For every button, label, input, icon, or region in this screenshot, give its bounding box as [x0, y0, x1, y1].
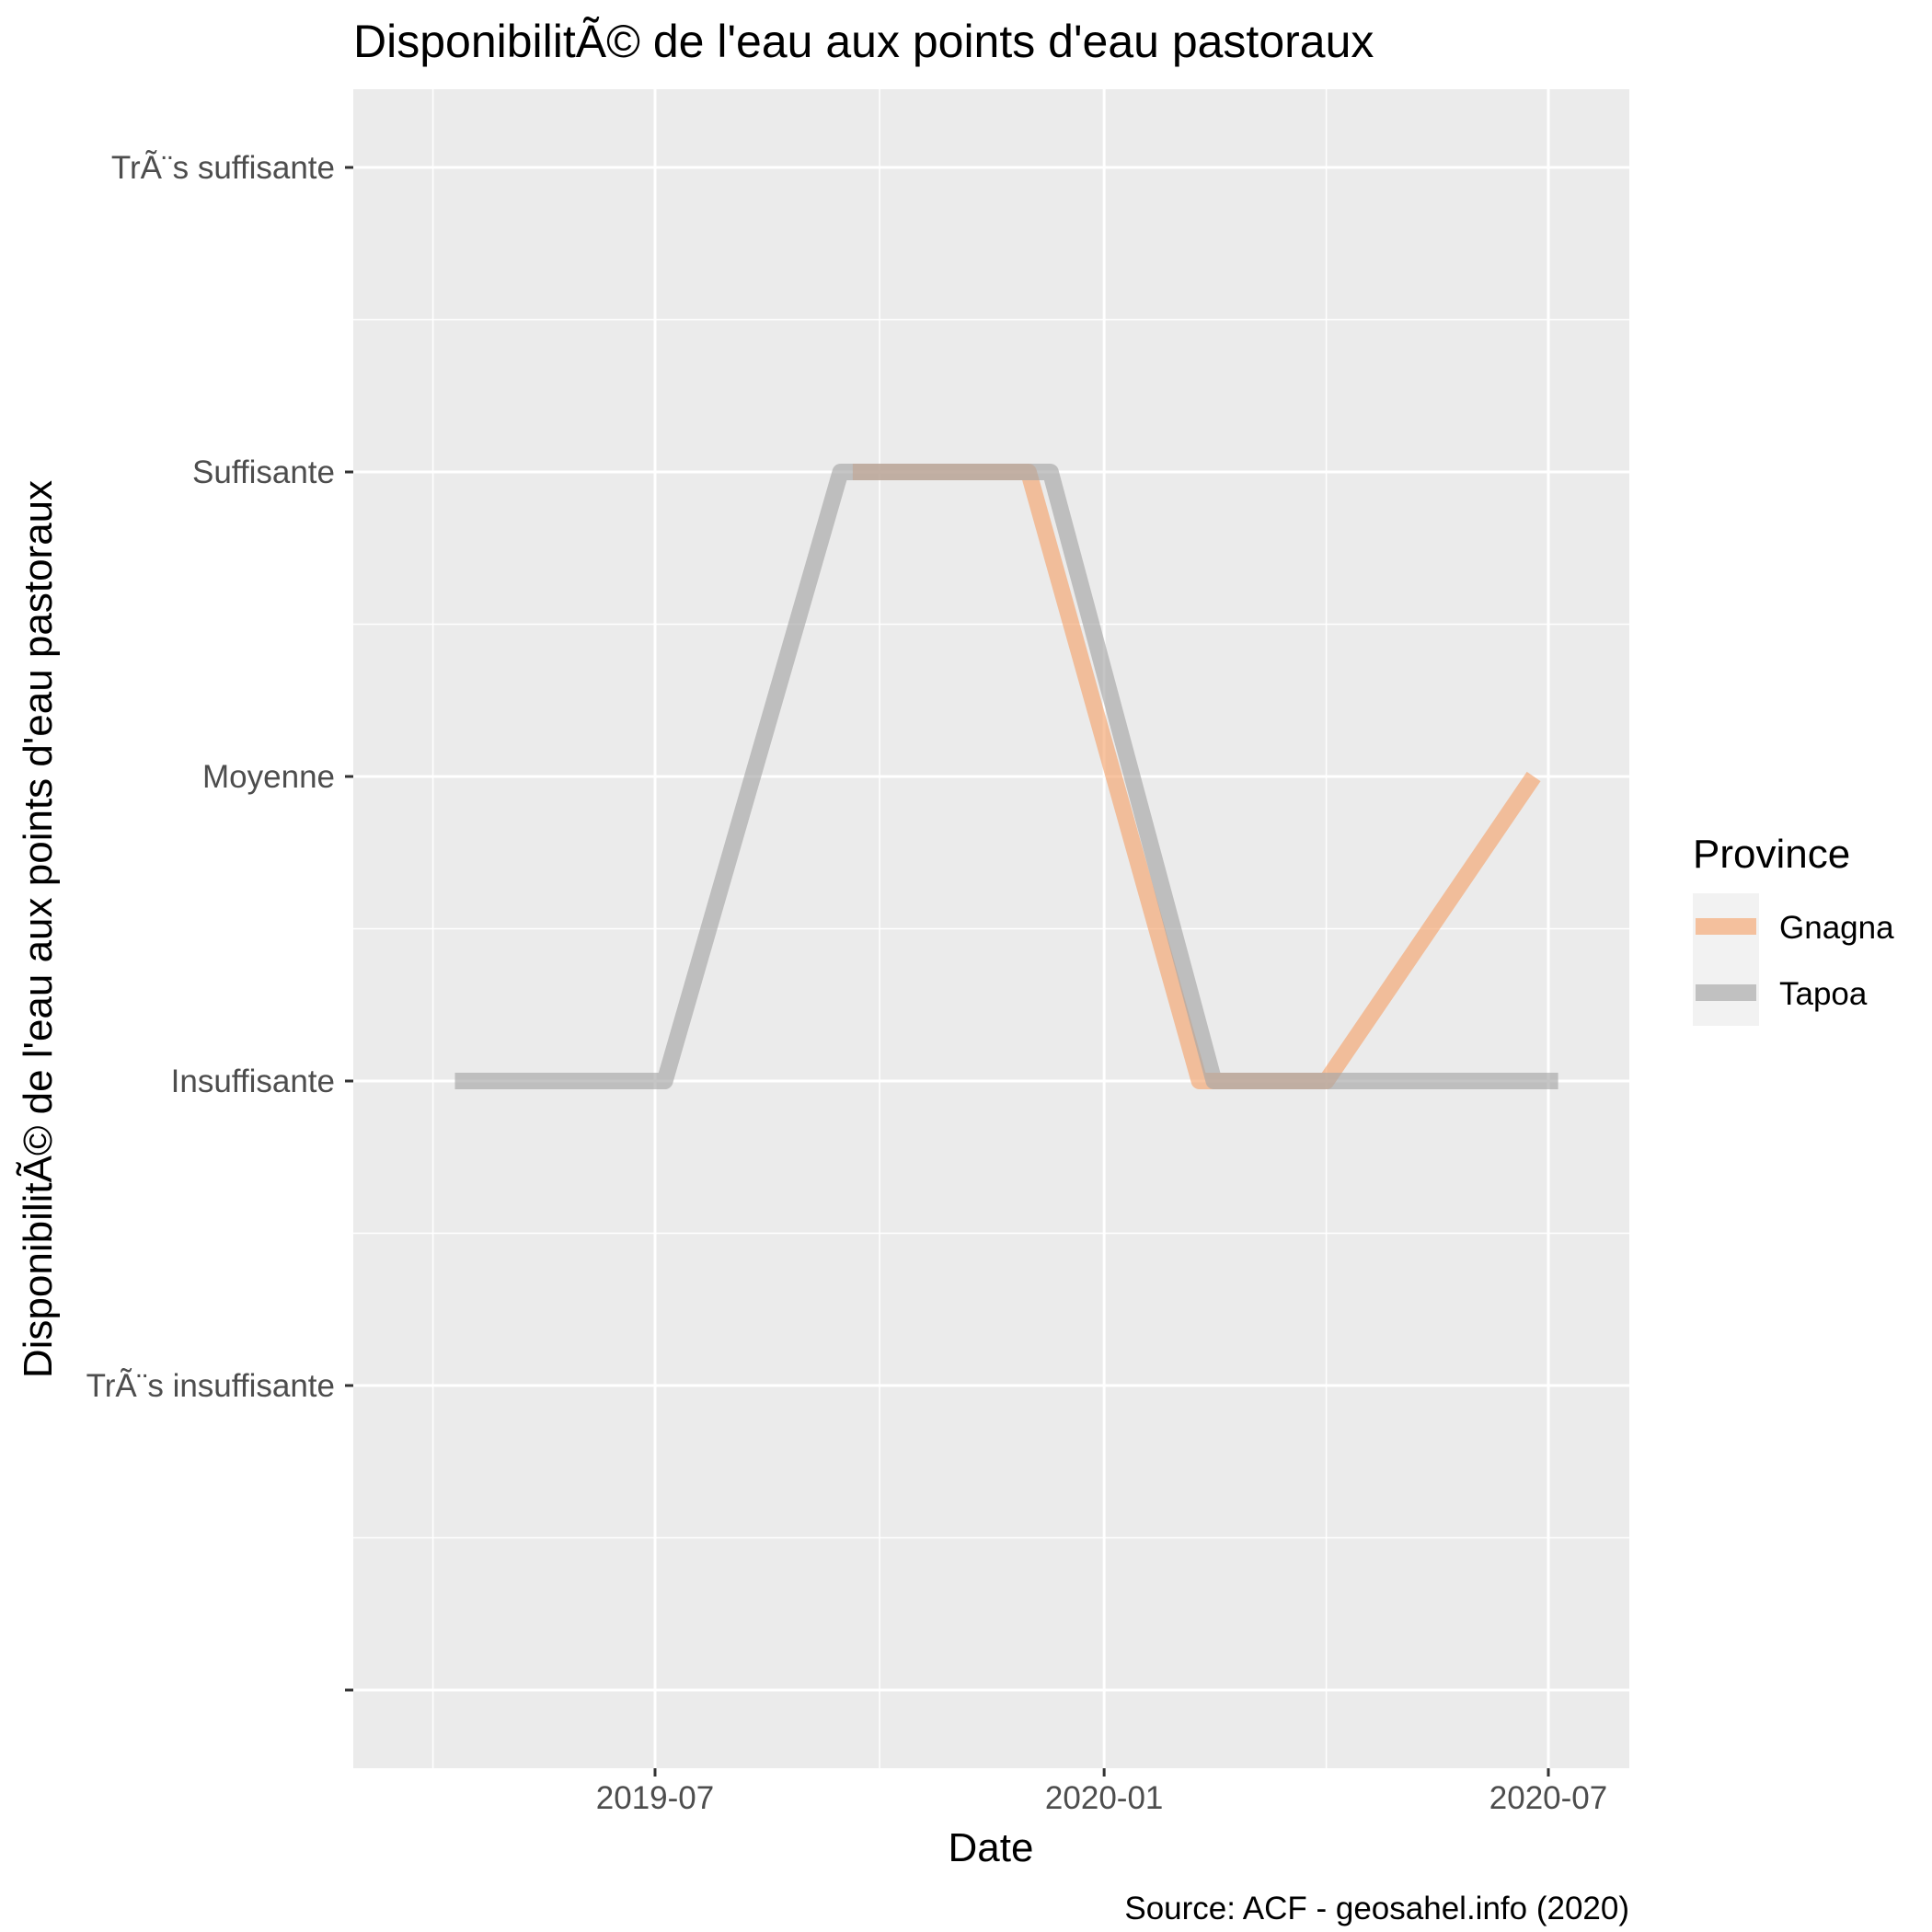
y-tick-label: TrÃ¨s suffisante	[111, 150, 335, 186]
legend: Province Gnagna Tapoa	[1693, 832, 1894, 1026]
x-tick-label: 2019-07	[596, 1780, 714, 1816]
y-tick-label: TrÃ¨s insuffisante	[86, 1368, 335, 1404]
legend-label-tapoa: Tapoa	[1779, 976, 1868, 1012]
x-tick-label: 2020-01	[1045, 1780, 1163, 1816]
chart-title: DisponibilitÃ© de l'eau aux points d'eau…	[353, 16, 1374, 67]
series-line-tapoa	[454, 464, 1558, 1089]
legend-title: Province	[1693, 832, 1850, 877]
y-tick-label: Insuffisante	[171, 1064, 335, 1099]
minor-grid	[353, 89, 1629, 1768]
source-caption: Source: ACF - geosahel.info (2020)	[1124, 1891, 1629, 1926]
x-axis: 2019-07 2020-01 2020-07	[596, 1768, 1607, 1816]
y-axis-title: DisponibilitÃ© de l'eau aux points d'eau…	[15, 480, 61, 1378]
y-axis: TrÃ¨s insuffisante Insuffisante Moyenne Suf…	[86, 150, 353, 1692]
legend-key-background	[1693, 893, 1759, 1026]
x-tick-label: 2020-07	[1489, 1780, 1607, 1816]
x-axis-title: Date	[949, 1825, 1034, 1870]
y-tick-label: Suffisante	[192, 454, 335, 490]
series-layer	[454, 464, 1558, 1089]
y-tick-label: Moyenne	[202, 759, 335, 795]
legend-label-gnagna: Gnagna	[1779, 910, 1894, 946]
